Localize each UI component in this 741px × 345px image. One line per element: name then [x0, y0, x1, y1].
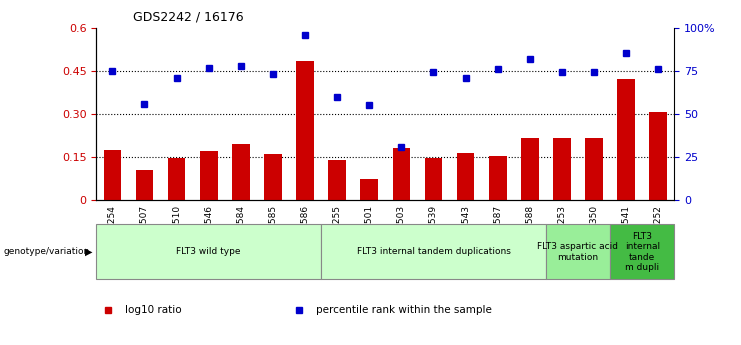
Bar [200, 151, 218, 200]
Bar [328, 160, 346, 200]
Bar [232, 144, 250, 200]
Bar [610, 224, 674, 279]
Bar [649, 112, 667, 200]
Bar [393, 148, 411, 200]
Bar [521, 138, 539, 200]
Text: GDS2242 / 16176: GDS2242 / 16176 [133, 10, 244, 23]
Text: FLT3
internal
tande
m dupli: FLT3 internal tande m dupli [625, 232, 659, 272]
Bar [456, 152, 474, 200]
Bar [546, 224, 610, 279]
Text: FLT3 internal tandem duplications: FLT3 internal tandem duplications [356, 247, 511, 256]
Bar [104, 150, 122, 200]
Bar [264, 154, 282, 200]
Bar [489, 156, 507, 200]
Text: log10 ratio: log10 ratio [125, 305, 182, 315]
Bar [425, 158, 442, 200]
Bar [617, 79, 635, 200]
Text: FLT3 aspartic acid
mutation: FLT3 aspartic acid mutation [537, 242, 619, 262]
Bar [585, 138, 603, 200]
Bar [321, 224, 546, 279]
Bar [360, 179, 378, 200]
Bar [96, 224, 321, 279]
Bar [136, 170, 153, 200]
Text: genotype/variation: genotype/variation [4, 247, 90, 256]
Text: ▶: ▶ [85, 247, 93, 257]
Text: percentile rank within the sample: percentile rank within the sample [316, 305, 492, 315]
Text: FLT3 wild type: FLT3 wild type [176, 247, 241, 256]
Bar [296, 61, 314, 200]
Bar [167, 158, 185, 200]
Bar [553, 138, 571, 200]
